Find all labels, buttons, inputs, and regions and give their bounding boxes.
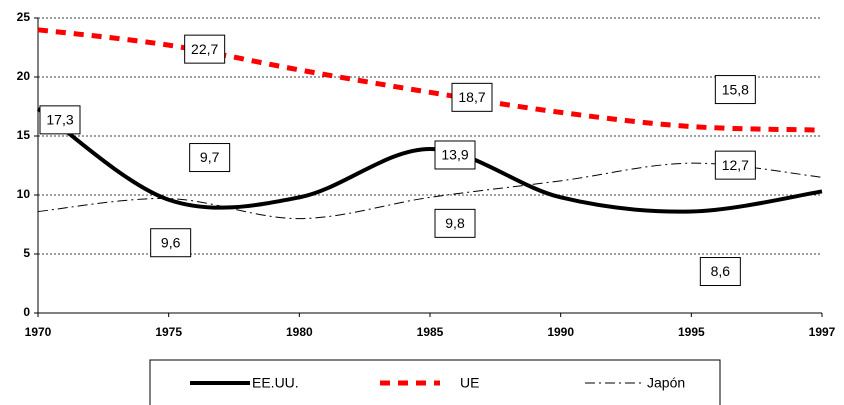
data-label: 8,6	[711, 263, 731, 279]
x-tick-label: 1990	[547, 325, 574, 339]
data-label: 9,8	[445, 215, 465, 231]
y-tick-label: 20	[17, 69, 31, 83]
y-tick-label: 0	[23, 305, 30, 319]
data-label-box	[39, 105, 81, 135]
series-line	[37, 27, 823, 133]
y-tick-label: 10	[17, 187, 31, 201]
data-label: 22,7	[191, 41, 218, 57]
data-label: 9,6	[161, 234, 181, 250]
data-label-box	[699, 257, 741, 287]
data-label: 17,3	[46, 112, 73, 128]
data-label-box	[434, 208, 476, 238]
x-tick-label: 1995	[678, 325, 705, 339]
data-label-box	[714, 75, 756, 105]
data-label: 15,8	[722, 81, 749, 97]
data-label: 12,7	[722, 157, 749, 173]
y-tick-label: 25	[17, 10, 31, 24]
data-label-box	[714, 150, 756, 180]
x-tick-label: 1970	[25, 325, 52, 339]
x-tick-label: 1980	[286, 325, 313, 339]
legend-label: Japón	[647, 375, 685, 391]
data-label-box	[189, 143, 231, 173]
series-line	[36, 107, 823, 214]
data-label: 9,7	[200, 149, 220, 165]
legend-label: UE	[460, 375, 479, 391]
y-tick-label: 15	[17, 128, 31, 142]
data-label: 18,7	[458, 89, 485, 105]
data-label-box	[150, 228, 192, 258]
series-line	[37, 162, 823, 220]
data-label-box	[451, 82, 493, 112]
x-tick-label: 1985	[417, 325, 444, 339]
y-tick-label: 5	[23, 246, 30, 260]
data-label-box	[184, 34, 226, 64]
x-tick-label: 1997	[809, 325, 836, 339]
x-tick-label: 1975	[155, 325, 182, 339]
data-label: 13,9	[441, 147, 468, 163]
legend-label: EE.UU.	[252, 375, 299, 391]
data-label-box	[434, 140, 476, 170]
